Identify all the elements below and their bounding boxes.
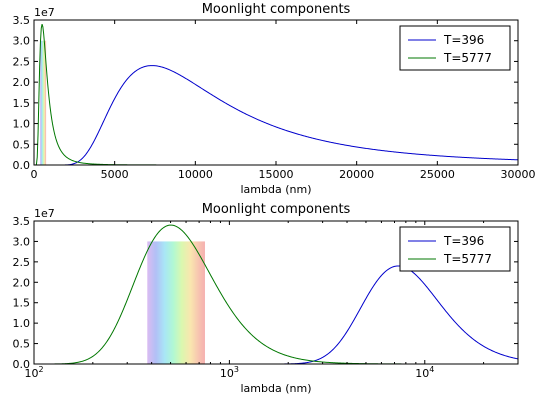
legend-entry-label: T=396 bbox=[443, 33, 484, 47]
x-tick-label: 15000 bbox=[259, 168, 294, 181]
visible-spectrum-band bbox=[40, 40, 47, 165]
x-tick-label: 0 bbox=[31, 168, 38, 181]
x-tick-label: 20000 bbox=[339, 168, 374, 181]
y-tick-label: 2.5 bbox=[13, 256, 31, 269]
x-axis-label: lambda (nm) bbox=[241, 382, 312, 395]
x-tick-label: 104 bbox=[415, 365, 434, 380]
x-tick-label: 103 bbox=[220, 365, 239, 380]
y-tick-label: 3.0 bbox=[13, 235, 31, 248]
x-axis-label: lambda (nm) bbox=[241, 183, 312, 196]
legend-entry-label: T=5777 bbox=[443, 252, 492, 266]
y-tick-label: 0.5 bbox=[13, 338, 31, 351]
legend-box bbox=[399, 25, 511, 71]
y-tick-label: 1.0 bbox=[13, 118, 31, 131]
chart-title: Moonlight components bbox=[202, 2, 351, 17]
series-line-t-396 bbox=[34, 65, 518, 165]
axes-frame bbox=[33, 220, 519, 365]
legend-entry-label: T=396 bbox=[443, 234, 484, 248]
y-tick-label: 1.5 bbox=[13, 97, 31, 110]
y-tick-label: 3.0 bbox=[13, 35, 31, 48]
y-tick-label: 3.5 bbox=[13, 14, 31, 27]
y-tick-label: 1.5 bbox=[13, 297, 31, 310]
y-tick-label: 2.0 bbox=[13, 276, 31, 289]
y-multiplier-label: 1e7 bbox=[34, 6, 55, 19]
y-tick-label: 2.5 bbox=[13, 55, 31, 68]
visible-spectrum-band bbox=[147, 241, 205, 364]
legend-entry-label: T=5777 bbox=[443, 51, 492, 65]
y-tick-label: 0.0 bbox=[13, 159, 31, 172]
y-tick-label: 2.0 bbox=[13, 76, 31, 89]
legend-box bbox=[399, 226, 511, 272]
x-tick-label: 30000 bbox=[501, 168, 536, 181]
y-tick-label: 1.0 bbox=[13, 317, 31, 330]
y-multiplier-label: 1e7 bbox=[34, 207, 55, 220]
x-tick-label: 25000 bbox=[420, 168, 455, 181]
chart-title: Moonlight components bbox=[202, 202, 351, 217]
legend: T=396 T=5777 bbox=[399, 226, 511, 272]
x-tick-label: 5000 bbox=[101, 168, 129, 181]
legend: T=396 T=5777 bbox=[399, 25, 511, 71]
y-tick-label: 0.5 bbox=[13, 138, 31, 151]
y-tick-label: 3.5 bbox=[13, 215, 31, 228]
x-tick-label: 10000 bbox=[178, 168, 213, 181]
x-tick-label: 102 bbox=[24, 365, 43, 380]
y-tick-label: 0.0 bbox=[13, 358, 31, 371]
